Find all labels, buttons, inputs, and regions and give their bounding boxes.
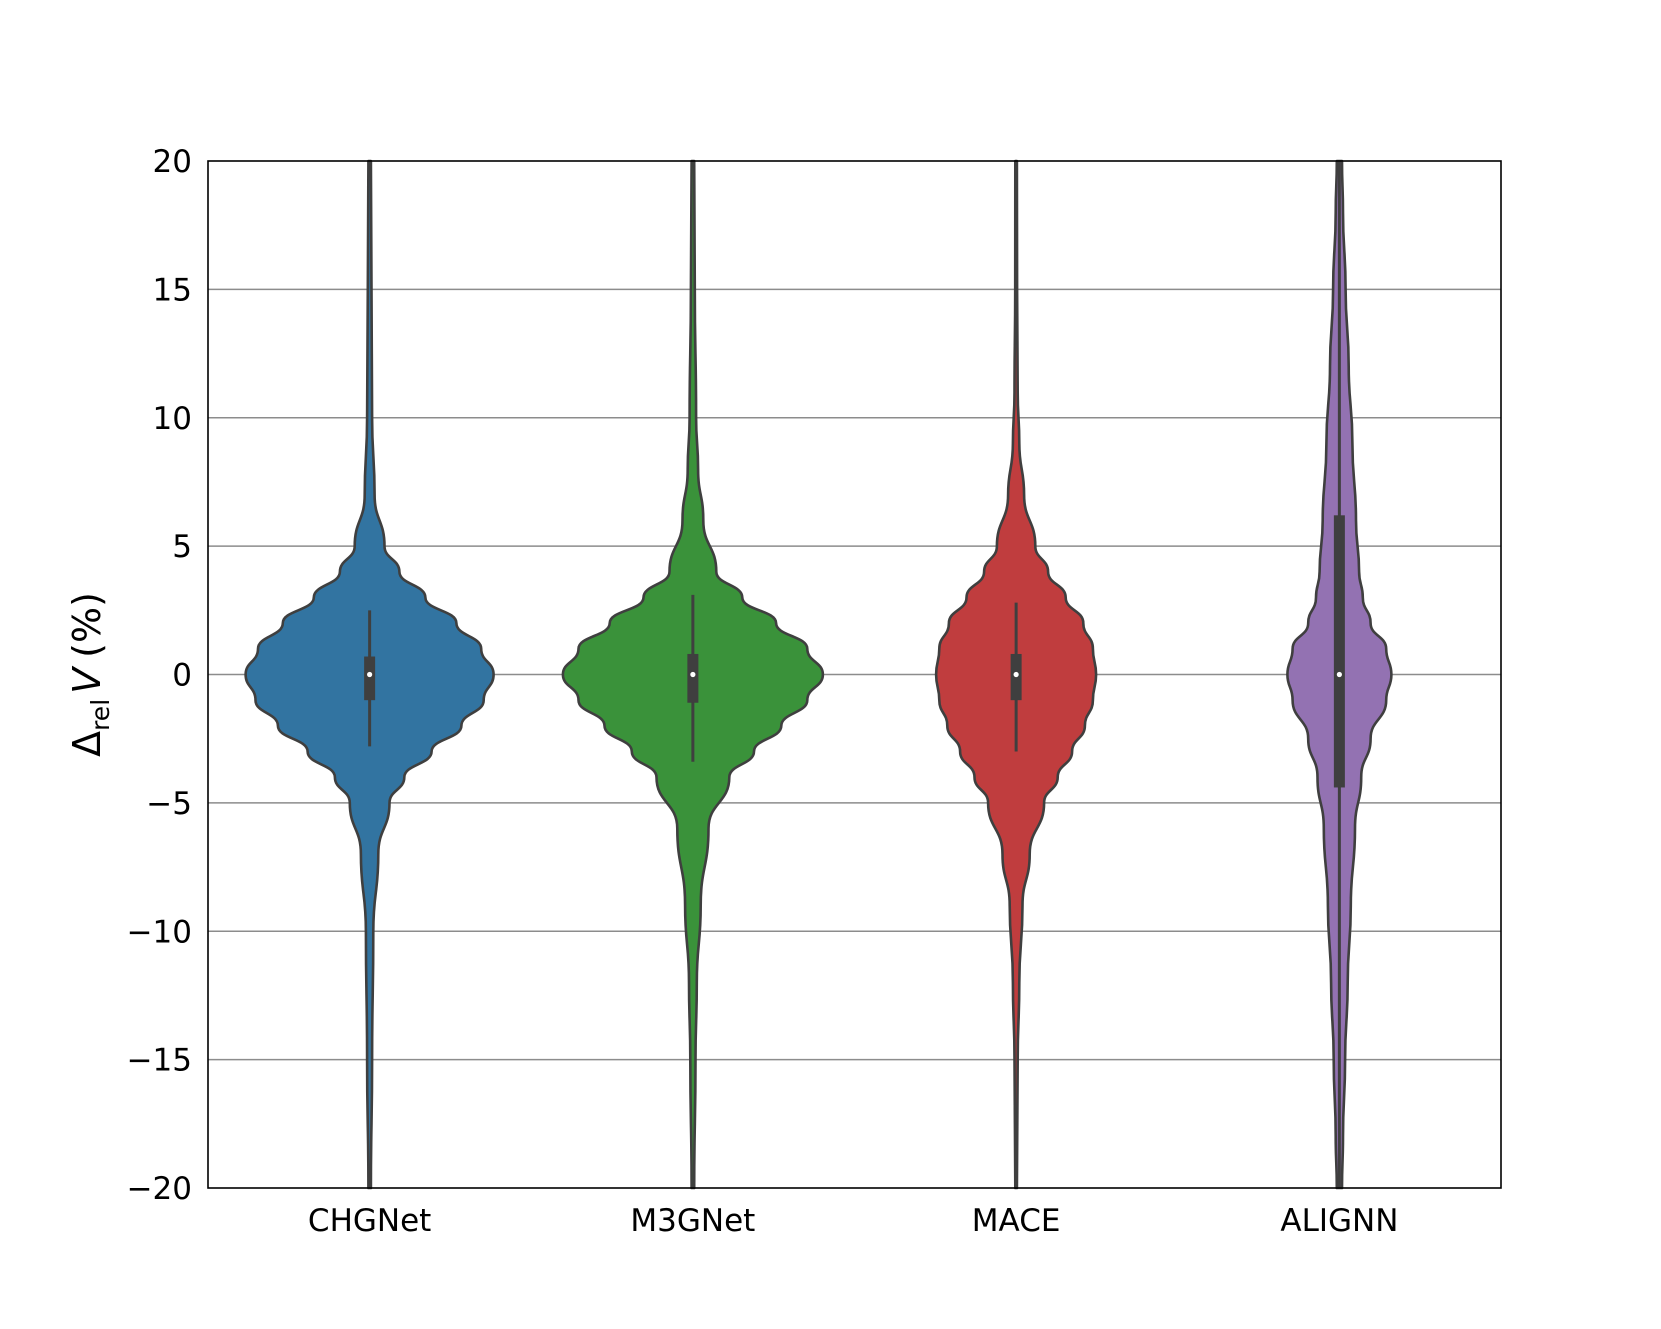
violin-median [690,671,696,678]
x-tick-label: MACE [972,1203,1061,1239]
y-axis-label: Δrel V (%) [65,592,115,757]
violin-iqr-box [687,653,699,703]
violin-median [1336,671,1342,678]
violin-iqr-box [1333,515,1345,788]
x-tick-label: CHGNet [308,1203,431,1239]
violin-median [1013,671,1019,678]
x-tick-label: M3GNet [630,1203,755,1239]
y-tick-label: −5 [146,786,192,822]
violin-mace [934,159,1098,1190]
y-tick-label: 20 [153,144,192,180]
y-tick-label: 10 [153,401,192,437]
violin-chgnet [244,159,495,1190]
x-tick-label: ALIGNN [1280,1203,1398,1239]
violin-alignn [1286,159,1393,1190]
y-axis-ticks: −20 −15 −10 −5 0 5 10 15 20 [127,144,192,1207]
y-tick-label: −10 [127,914,192,950]
y-axis-label-subscript: rel [86,699,115,731]
y-tick-label: 0 [172,658,192,694]
y-tick-label: −20 [127,1171,192,1207]
y-axis-label-unit: (%) [65,592,109,658]
violin-median [367,671,373,678]
x-axis-ticks: CHGNet M3GNet MACE ALIGNN [308,1203,1398,1239]
violin-iqr-box [364,656,376,701]
plot-area-frame [207,160,1502,1189]
y-tick-label: 5 [172,529,192,565]
y-tick-label: 15 [153,272,192,308]
y-axis-label-symbol: Δ [65,731,109,757]
y-axis-label-variable: V [65,665,109,694]
y-tick-label: −15 [127,1043,192,1079]
violin-m3gnet [561,159,825,1190]
